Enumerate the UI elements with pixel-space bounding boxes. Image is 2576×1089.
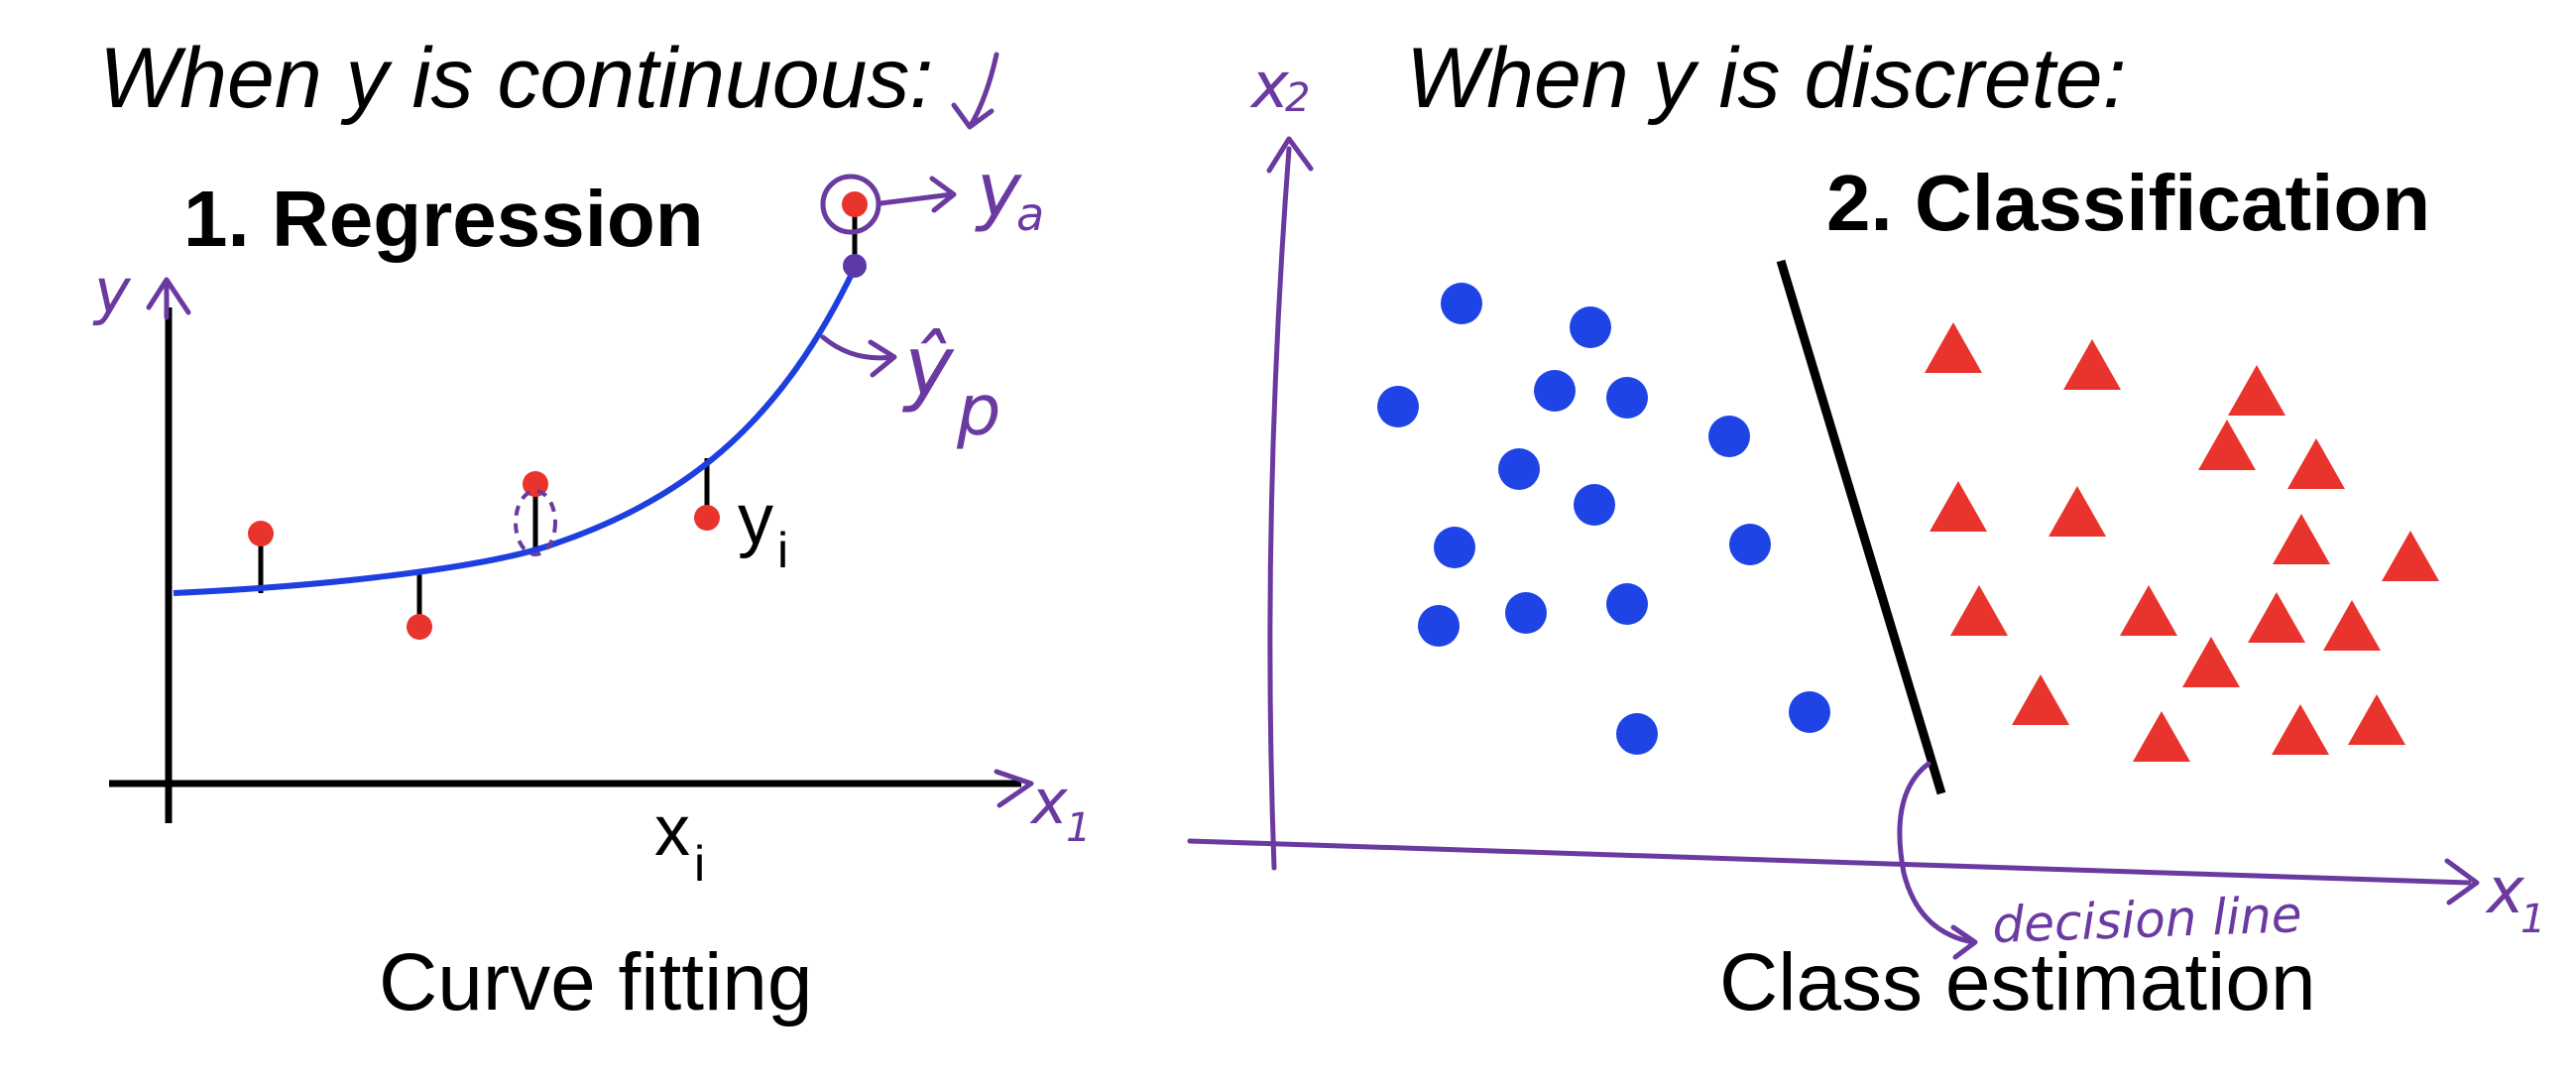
x2-letter: x: [1249, 50, 1290, 123]
blue-point: [1434, 527, 1475, 568]
x1-axis: [1187, 838, 2472, 886]
blue-point: [1418, 605, 1460, 647]
residual-highlight: [514, 489, 557, 556]
decision-boundary: [1776, 259, 1946, 795]
x2-axis: [1267, 146, 1292, 871]
blue-point: [1606, 583, 1648, 625]
blue-point: [1616, 713, 1658, 755]
red-triangle: [2049, 486, 2106, 537]
blue-point: [1789, 691, 1830, 733]
x-axis-arrow-icon: [994, 769, 1034, 808]
x1-axis-label-right: x 1: [2485, 855, 2545, 942]
blue-point: [1606, 377, 1648, 419]
classification-panel: When y is discrete: 2. Classification x …: [1187, 31, 2545, 1028]
regression-caption: Curve fitting: [379, 937, 813, 1028]
continuous-heading: When y is continuous:: [99, 31, 933, 126]
predicted-point: [843, 254, 867, 278]
decision-line-label: decision line: [1991, 886, 2302, 954]
x-label-xi: x i: [654, 791, 705, 892]
x2-axis-label: x 2: [1249, 50, 1310, 123]
red-triangle: [2323, 600, 2381, 651]
data-point-actual: [842, 191, 868, 217]
fitted-curve: [173, 266, 858, 596]
yi-sub: i: [777, 523, 788, 578]
ya-letter: y: [975, 146, 1022, 234]
classification-title: 2. Classification: [1826, 159, 2430, 247]
red-triangle: [1950, 585, 2008, 636]
y-axis-arrow-icon: [146, 277, 191, 320]
blue-point: [1498, 448, 1540, 490]
discrete-heading: When y is discrete:: [1406, 31, 2126, 126]
classification-caption: Class estimation: [1719, 937, 2316, 1028]
red-triangle: [2182, 637, 2240, 687]
x1r-sub: 1: [2520, 897, 2545, 942]
red-triangle: [2133, 711, 2190, 762]
x1-axis-sub: 1: [1066, 805, 1091, 851]
regression-title: 1. Regression: [183, 175, 704, 263]
regression-panel: When y is continuous: 1. Regression y x …: [92, 31, 1091, 1028]
x1-axis-letter: x: [1029, 766, 1069, 838]
xi-letter: x: [654, 791, 690, 871]
xi-sub: i: [694, 836, 705, 892]
yhat-sub: p: [956, 370, 1000, 451]
red-triangle: [2198, 420, 2256, 470]
ya-label: y a: [975, 146, 1044, 241]
red-triangle: [2287, 438, 2345, 489]
red-triangle: [1925, 322, 1982, 373]
blue-point: [1505, 592, 1547, 634]
ya-sub: a: [1016, 187, 1044, 241]
yhat-letter: ŷ: [901, 317, 955, 415]
red-triangle: [2248, 592, 2305, 643]
blue-point: [1574, 484, 1615, 526]
red-triangle: [2063, 339, 2121, 390]
red-triangle: [1930, 481, 1987, 532]
red-triangle: [2348, 694, 2405, 745]
red-class-points: [1925, 322, 2439, 762]
red-triangle: [2272, 704, 2329, 755]
yhat-label: ŷ p: [901, 317, 1000, 451]
red-triangle: [2120, 585, 2177, 636]
data-point: [407, 614, 432, 640]
red-triangle: [2382, 531, 2439, 581]
x1-axis-arrow-icon: [2444, 858, 2480, 906]
blue-point: [1729, 524, 1771, 565]
red-triangle: [2273, 514, 2330, 564]
blue-point: [1708, 416, 1750, 457]
data-point: [248, 521, 274, 546]
yhat-arrow-icon: [820, 334, 897, 378]
ya-arrow-icon: [878, 176, 957, 213]
blue-point: [1534, 370, 1576, 412]
blue-point: [1377, 386, 1419, 427]
x1r-letter: x: [2485, 855, 2525, 928]
blue-point: [1441, 283, 1482, 324]
x1-axis-label: x 1: [1029, 766, 1091, 851]
x2-sub: 2: [1285, 75, 1310, 121]
down-arrow-icon: [951, 52, 999, 130]
point-label-yi: y i: [738, 480, 788, 578]
x2-axis-arrow-icon: [1266, 136, 1314, 174]
data-point: [694, 505, 720, 531]
blue-point: [1570, 306, 1611, 348]
yi-letter: y: [738, 480, 773, 559]
y-axis-label: y: [92, 255, 132, 327]
residual-lines: [258, 204, 858, 627]
red-triangle: [2012, 674, 2069, 725]
decision-arrow-icon: [1897, 761, 1978, 960]
red-triangle: [2228, 365, 2285, 416]
blue-class-points: [1377, 283, 1830, 755]
